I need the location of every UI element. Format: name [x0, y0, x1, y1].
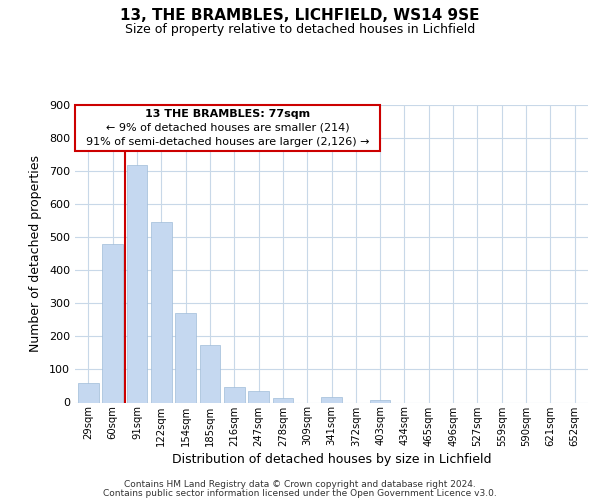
Bar — [127, 164, 148, 402]
Y-axis label: Number of detached properties: Number of detached properties — [29, 155, 42, 352]
Text: 13 THE BRAMBLES: 77sqm: 13 THE BRAMBLES: 77sqm — [145, 108, 310, 118]
Text: Contains HM Land Registry data © Crown copyright and database right 2024.: Contains HM Land Registry data © Crown c… — [124, 480, 476, 489]
FancyBboxPatch shape — [75, 105, 380, 151]
Bar — [103, 244, 123, 402]
Bar — [248, 391, 269, 402]
Bar — [78, 382, 99, 402]
Bar — [224, 386, 245, 402]
Bar — [321, 397, 342, 402]
Text: Contains public sector information licensed under the Open Government Licence v3: Contains public sector information licen… — [103, 490, 497, 498]
Bar — [151, 222, 172, 402]
Text: Size of property relative to detached houses in Lichfield: Size of property relative to detached ho… — [125, 22, 475, 36]
Text: 91% of semi-detached houses are larger (2,126) →: 91% of semi-detached houses are larger (… — [86, 138, 370, 147]
Text: ← 9% of detached houses are smaller (214): ← 9% of detached houses are smaller (214… — [106, 122, 349, 132]
Bar — [272, 398, 293, 402]
X-axis label: Distribution of detached houses by size in Lichfield: Distribution of detached houses by size … — [172, 452, 491, 466]
Bar — [200, 346, 220, 403]
Text: 13, THE BRAMBLES, LICHFIELD, WS14 9SE: 13, THE BRAMBLES, LICHFIELD, WS14 9SE — [120, 8, 480, 22]
Bar — [370, 400, 391, 402]
Bar — [175, 313, 196, 402]
